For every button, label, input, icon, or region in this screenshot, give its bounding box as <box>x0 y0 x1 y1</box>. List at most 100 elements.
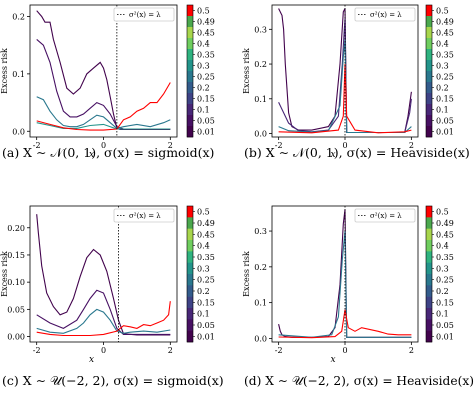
colorbar-tick-label: 0.45 <box>197 230 215 239</box>
subplot-caption: (d) X ∼ 𝒰(−2, 2), σ(x) = Heaviside(x) <box>244 373 474 388</box>
y-tick-label: 0.1 <box>12 70 25 79</box>
colorbar-segment <box>426 274 432 286</box>
colorbar-tick-label: 0.01 <box>436 332 454 341</box>
colorbar-segment <box>426 5 432 17</box>
colorbar-tick-label: 0.1 <box>436 310 449 319</box>
x-axis-label: x <box>330 150 335 160</box>
series-line-lambda-0-5 <box>36 301 171 337</box>
legend-label: σ²(x) = λ <box>370 212 402 220</box>
y-tick-label: 0.0 <box>12 127 25 136</box>
series-line-lambda-0-15 <box>278 231 412 338</box>
series-line-lambda-0-5 <box>278 309 412 339</box>
colorbar-tick-label: 0.4 <box>436 40 449 49</box>
x-tick-label: 0 <box>342 141 347 150</box>
colorbar-tick-label: 0.45 <box>436 230 454 239</box>
colorbar-tick-label: 0.49 <box>436 18 454 27</box>
legend-box <box>354 7 416 22</box>
colorbar-segment <box>187 38 193 50</box>
colorbar-segment <box>426 285 432 297</box>
colorbar-tick-label: 0.49 <box>197 219 215 228</box>
colorbar-tick-label: 0.3 <box>197 62 210 71</box>
colorbar-segment <box>426 16 432 28</box>
colorbar-segment <box>426 49 432 61</box>
colorbar-tick-label: 0.01 <box>197 128 215 137</box>
subplot-c: -2 0 2 0.00 0.05 0.10 0.15 0.20 Excess risk x σ²(x… <box>0 205 224 388</box>
colorbar-segment <box>426 296 432 309</box>
y-tick-label: 0.0 <box>254 130 267 139</box>
colorbar-tick-label: 0.45 <box>436 29 454 38</box>
colorbar-segment <box>187 206 193 218</box>
legend-label: σ²(x) = λ <box>370 11 402 19</box>
colorbar-tick-label: 0.15 <box>436 298 454 307</box>
y-tick-label: 0.05 <box>7 305 25 314</box>
legend-label: σ²(x) = λ <box>129 11 161 19</box>
colorbar-segment <box>426 206 432 218</box>
colorbar-segment <box>426 38 432 50</box>
colorbar-segment <box>426 126 432 138</box>
colorbar-tick-label: 0.35 <box>436 51 454 60</box>
series-line-lambda-0-15 <box>36 308 171 334</box>
subplot-d: -2 0 2 0.0 0.1 0.2 0.3 Excess risk x σ²(x) = λ 0.5… <box>242 205 474 388</box>
subplot-caption: (c) X ∼ 𝒰(−2, 2), σ(x) = sigmoid(x) <box>2 373 224 388</box>
subplot-a: -2 0 2 0.0 0.1 0.2 Excess risk x σ²(x) = λ 0.5 0.4… <box>0 4 215 160</box>
colorbar-segment <box>187 319 193 331</box>
colorbar-segment <box>426 228 432 241</box>
y-tick-label: 0.2 <box>12 12 25 21</box>
colorbar-tick-label: 0.35 <box>197 51 215 60</box>
colorbar-segment <box>426 71 432 83</box>
series-line-lambda-0-01 <box>36 10 171 131</box>
colorbar-segment <box>426 217 432 229</box>
series-line-lambda-0-3 <box>36 122 171 130</box>
colorbar-tick-label: 0.25 <box>436 276 454 285</box>
colorbar-segment <box>187 60 193 72</box>
colorbar-tick-label: 0.35 <box>436 253 454 262</box>
colorbar-segment <box>187 16 193 28</box>
colorbar-tick-label: 0.05 <box>436 117 454 126</box>
colorbar-tick-label: 0.35 <box>197 253 215 262</box>
x-tick-label: 2 <box>409 346 414 355</box>
series-line-lambda-0-05 <box>36 38 171 130</box>
x-tick-label: 2 <box>168 141 173 150</box>
colorbar-segment <box>187 262 193 275</box>
x-tick-label: 0 <box>342 346 347 355</box>
x-axis-label: x <box>330 355 335 365</box>
subplot-caption: (a) X ∼ 𝒩(0, 1), σ(x) = sigmoid(x) <box>2 145 214 160</box>
colorbar-tick-label: 0.1 <box>436 106 449 115</box>
colorbar-segment <box>426 104 432 116</box>
colorbar-segment <box>187 274 193 286</box>
colorbar-tick-label: 0.4 <box>197 242 210 251</box>
colorbar-segment <box>187 330 193 343</box>
colorbar-segment <box>187 217 193 229</box>
colorbar-tick-label: 0.2 <box>197 287 210 296</box>
y-axis-label: Excess risk <box>242 251 251 297</box>
x-tick-label: 0 <box>101 346 106 355</box>
colorbar-segment <box>187 49 193 61</box>
colorbar-tick-label: 0.1 <box>197 106 210 115</box>
series-line-lambda-0-5 <box>36 82 171 131</box>
y-tick-label: 0.10 <box>7 278 25 287</box>
colorbar-tick-label: 0.05 <box>197 117 215 126</box>
colorbar-tick-label: 0.5 <box>436 7 449 16</box>
colorbar-segment <box>426 262 432 275</box>
colorbar-frame <box>186 205 194 343</box>
colorbar-segment <box>426 330 432 343</box>
colorbar-segment <box>187 115 193 127</box>
y-tick-label: 0.1 <box>254 95 267 104</box>
colorbar-tick-label: 0.05 <box>436 321 454 330</box>
x-tick-label: -2 <box>275 141 283 150</box>
y-tick-label: 0.3 <box>254 25 267 34</box>
x-tick-label: 2 <box>168 346 173 355</box>
y-tick-label: 0.2 <box>254 263 267 272</box>
colorbar-segment <box>187 308 193 320</box>
colorbar-tick-label: 0.1 <box>197 310 210 319</box>
legend-label: σ²(x) = λ <box>129 212 161 220</box>
series-line-lambda-0-01 <box>36 214 171 336</box>
subplot-caption: (b) X ∼ 𝒩(0, 1), σ(x) = Heaviside(x) <box>244 145 470 160</box>
y-tick-label: 0.0 <box>254 334 267 343</box>
y-axis-label: Excess risk <box>0 251 9 297</box>
colorbar-segment <box>426 93 432 105</box>
colorbar-tick-label: 0.49 <box>436 219 454 228</box>
x-tick-label: -2 <box>33 141 41 150</box>
colorbar-segment <box>187 27 193 39</box>
y-axis-label: Excess risk <box>242 48 251 94</box>
